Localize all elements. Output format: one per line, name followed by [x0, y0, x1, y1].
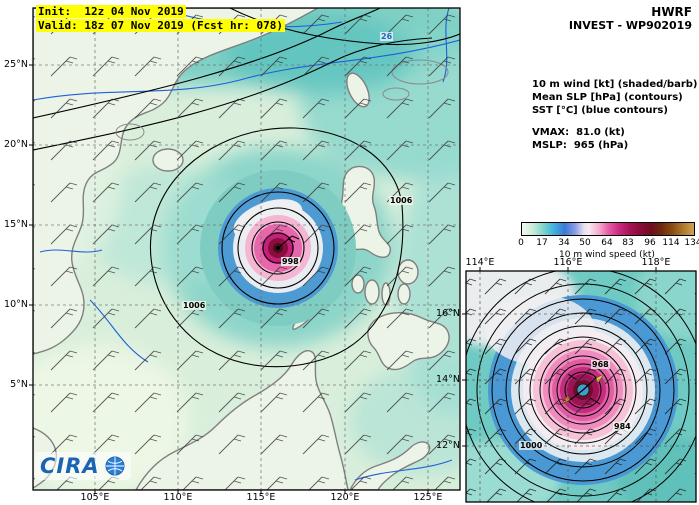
- inset-map: [466, 271, 696, 502]
- inset-y-axis-tick: 14°N: [436, 374, 460, 385]
- inset-x-axis-tick: 116°E: [553, 257, 583, 268]
- init-time-label: Init: 12z 04 Nov 2019: [36, 5, 186, 18]
- colorbar-tick: 17: [536, 238, 548, 248]
- grid-lines: [33, 8, 460, 490]
- colorbar-tick: 50: [579, 238, 591, 248]
- model-title: HWRF: [651, 5, 692, 19]
- mslp-value: MSLP: 965 (hPa): [532, 140, 629, 151]
- inset-grid-lines: [466, 271, 696, 502]
- x-axis-tick: 110°E: [163, 492, 193, 503]
- y-axis-tick: 15°N: [4, 219, 28, 230]
- colorbar-tick: 34: [558, 238, 570, 248]
- inset-x-axis-tick: 114°E: [465, 257, 495, 268]
- storm-id-title: INVEST - WP902019: [568, 19, 692, 32]
- y-axis-tick: 5°N: [10, 379, 28, 390]
- x-axis-tick: 115°E: [246, 492, 276, 503]
- inset-slp-contour-label: 968: [591, 360, 610, 369]
- colorbar-tick: 64: [601, 238, 613, 248]
- valid-time-label: Valid: 18z 07 Nov 2019 (Fcst hr: 078): [36, 19, 286, 32]
- legend-wind: 10 m wind [kt] (shaded/barb): [532, 79, 698, 90]
- y-axis-tick: 25°N: [4, 59, 28, 70]
- x-axis-tick: 120°E: [330, 492, 360, 503]
- inset-slp-contour-label: 1000: [519, 441, 544, 450]
- y-axis-tick: 10°N: [4, 299, 28, 310]
- wind-barb-field: [33, 8, 460, 490]
- slp-contour-label: 1006: [389, 196, 414, 205]
- cira-logo-text: CIRA: [40, 454, 100, 478]
- inset-axis-ticks: [462, 267, 657, 447]
- inset-border: [465, 270, 697, 503]
- inset-x-axis-tick: 118°E: [641, 257, 671, 268]
- main-map: [33, 8, 460, 490]
- slp-contour-label: 998: [281, 257, 300, 266]
- colorbar-tick: 114: [662, 238, 680, 248]
- cira-logo: CIRA: [35, 452, 131, 480]
- colorbar-tick: 96: [644, 238, 656, 248]
- colorbar-label: 10 m wind speed (kt): [559, 250, 655, 260]
- y-axis-tick: 20°N: [4, 139, 28, 150]
- inset-slp-contour-label: 984: [613, 422, 632, 431]
- sst-contour-label: 26: [380, 32, 394, 41]
- colorbar-tick: 134: [684, 238, 699, 248]
- inset-y-axis-tick: 12°N: [436, 440, 460, 451]
- legend-sst: SST [°C] (blue contours): [532, 105, 668, 116]
- wind-speed-colorbar: [521, 222, 695, 236]
- inset-wind-barb-field: [466, 271, 696, 502]
- axis-ticks: [29, 64, 429, 494]
- x-axis-tick: 105°E: [80, 492, 110, 503]
- inset-y-axis-tick: 16°N: [436, 308, 460, 319]
- legend-slp: Mean SLP [hPa] (contours): [532, 92, 683, 103]
- map-border: [32, 7, 461, 491]
- slp-contour-label: 1006: [182, 301, 207, 310]
- x-axis-tick: 125°E: [413, 492, 443, 503]
- vmax-value: VMAX: 81.0 (kt): [532, 127, 625, 138]
- colorbar-tick: 83: [622, 238, 634, 248]
- colorbar-tick: 0: [518, 238, 524, 248]
- globe-icon: [105, 456, 125, 476]
